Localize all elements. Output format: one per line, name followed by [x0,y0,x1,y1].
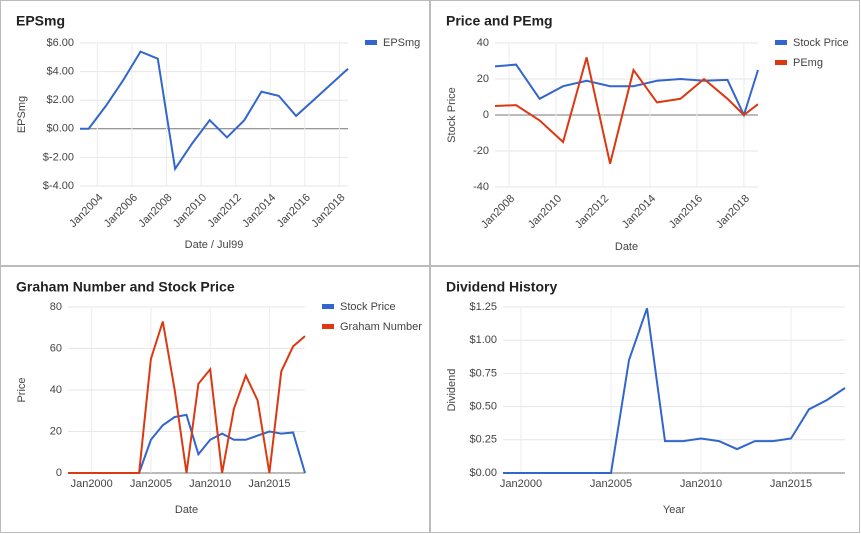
x-tick-label: Jan2008 [136,192,174,230]
chart-title: Dividend History [446,279,557,295]
x-axis-title: Date [175,504,198,516]
chart-title: Graham Number and Stock Price [16,279,235,295]
y-axis-title: Price [16,377,28,402]
legend-swatch [775,40,787,45]
x-tick-label: Jan2004 [67,192,105,230]
panel-border [430,0,860,266]
legend-swatch [322,304,334,309]
y-tick-label: $2.00 [46,94,74,106]
y-tick-label: $1.25 [469,301,497,313]
y-tick-label: 40 [477,37,489,49]
y-tick-label: $6.00 [46,37,74,49]
y-tick-label: $0.00 [469,467,497,479]
chart-title: Price and PEmg [446,13,553,29]
series-line [494,63,759,118]
y-axis-title: Dividend [446,369,458,412]
panel-border [0,0,430,266]
y-tick-label: $4.00 [46,66,74,78]
y-tick-label: $1.00 [469,334,497,346]
x-tick-label: Jan2000 [71,478,113,490]
x-tick-label: Jan2010 [171,192,209,230]
x-axis-title: Year [663,504,686,516]
legend-swatch [365,40,377,45]
x-tick-label: Jan2012 [205,192,243,230]
x-tick-label: Jan2006 [102,192,140,230]
panel-border [0,266,430,533]
x-tick-label: Jan2005 [590,478,632,490]
series-line [503,307,846,474]
legend-label: Stock Price [340,301,396,313]
x-tick-label: Jan2014 [620,193,658,231]
y-tick-label: $-4.00 [43,180,74,192]
x-axis-title: Date / Jul99 [185,239,244,251]
y-axis-title: Stock Price [446,87,458,143]
y-tick-label: $0.75 [469,367,497,379]
x-tick-label: Jan2008 [479,193,517,231]
x-tick-label: Jan2005 [130,478,172,490]
x-tick-label: Jan2010 [526,193,564,231]
y-tick-label: $0.25 [469,434,497,446]
x-tick-label: Jan2010 [189,478,231,490]
x-tick-label: Jan2018 [714,193,752,231]
y-axis-title: EPSmg [16,96,28,133]
x-tick-label: Jan2012 [573,193,611,231]
y-tick-label: 40 [50,384,62,396]
legend-label: Graham Number [340,321,422,333]
x-tick-label: Jan2014 [240,192,278,230]
x-axis-title: Date [615,241,638,253]
x-tick-label: Jan2010 [680,478,722,490]
series-line [494,57,759,164]
series-line [68,321,306,474]
x-tick-label: Jan2000 [500,478,542,490]
y-tick-label: 80 [50,301,62,313]
y-tick-label: $0.50 [469,401,497,413]
x-tick-label: Jan2015 [248,478,290,490]
y-tick-label: 0 [483,109,489,121]
panel-border [430,266,860,533]
y-tick-label: $-2.00 [43,151,74,163]
legend-label: PEmg [793,57,823,69]
series-line [80,50,349,172]
y-tick-label: 0 [56,467,62,479]
chart-title: EPSmg [16,13,65,29]
x-tick-label: Jan2015 [770,478,812,490]
legend-label: Stock Price [793,37,849,49]
x-tick-label: Jan2016 [275,192,313,230]
legend-label: EPSmg [383,37,420,49]
y-tick-label: 20 [477,73,489,85]
y-tick-label: 20 [50,425,62,437]
y-tick-label: -20 [473,145,489,157]
y-tick-label: -40 [473,181,489,193]
legend-swatch [775,60,787,65]
y-tick-label: $0.00 [46,123,74,135]
y-tick-label: 60 [50,342,62,354]
x-tick-label: Jan2018 [309,192,347,230]
legend-swatch [322,324,334,329]
x-tick-label: Jan2016 [667,193,705,231]
